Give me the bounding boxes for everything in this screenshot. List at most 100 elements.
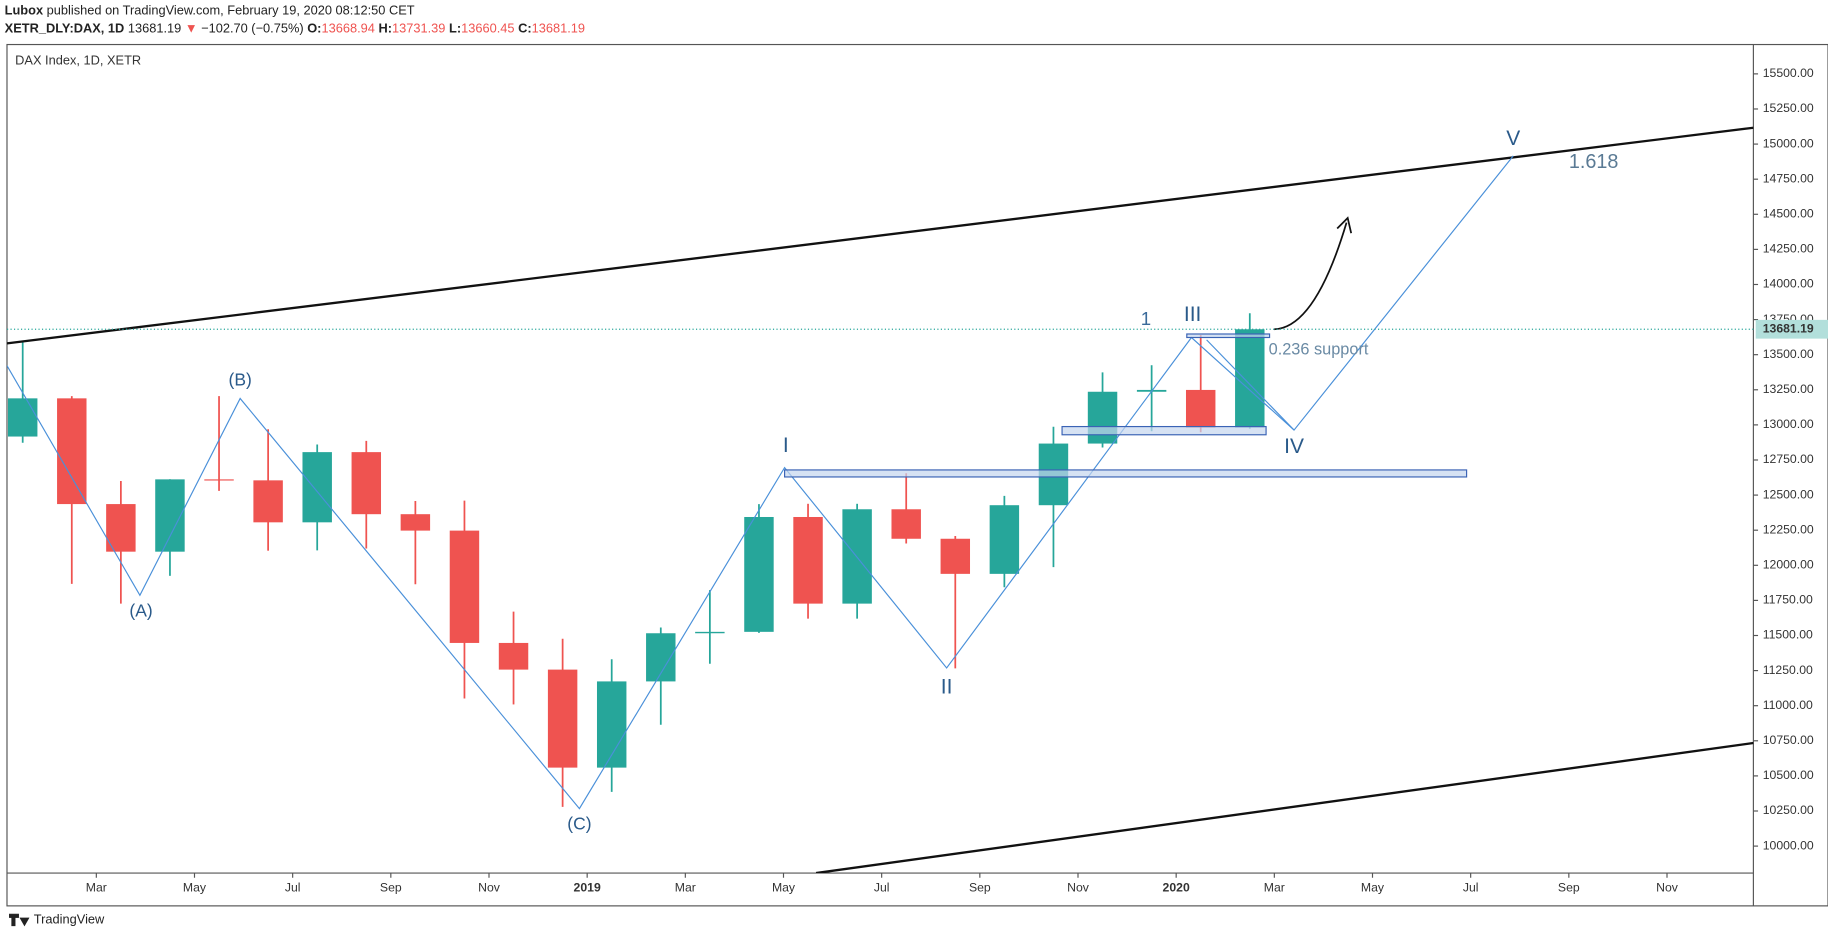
ohlc-label: L: bbox=[449, 21, 461, 36]
wave-label: IV bbox=[1284, 435, 1304, 458]
ohlc-value: 13660.45 bbox=[461, 21, 514, 36]
y-tick-label: 15250.00 bbox=[1763, 101, 1814, 115]
y-tick-label: 13000.00 bbox=[1763, 417, 1814, 431]
arrow-head bbox=[1336, 216, 1353, 234]
candle-body bbox=[596, 681, 627, 768]
wave-path bbox=[6, 155, 1514, 810]
label-one: 1 bbox=[1141, 308, 1151, 329]
x-tick-label: Nov bbox=[1656, 881, 1679, 895]
trendline bbox=[815, 741, 1754, 874]
y-tick-label: 15500.00 bbox=[1763, 66, 1814, 80]
candle-body bbox=[253, 480, 283, 523]
x-tick-label: Sep bbox=[380, 881, 402, 895]
y-tick-label: 12250.00 bbox=[1763, 522, 1814, 536]
trendline bbox=[6, 126, 1754, 345]
footer-text: TradingView bbox=[34, 911, 105, 926]
pane-title: DAX Index, 1D, XETR bbox=[15, 52, 141, 67]
candle-body bbox=[155, 479, 185, 552]
candle-body bbox=[449, 530, 480, 643]
support-label: 0.236 support bbox=[1269, 341, 1369, 359]
y-tick-label: 10250.00 bbox=[1763, 803, 1814, 817]
y-tick-label: 14500.00 bbox=[1763, 206, 1814, 220]
arrow: ▼ bbox=[185, 21, 198, 36]
candle-body bbox=[940, 538, 971, 574]
x-tick-label: Mar bbox=[1264, 881, 1285, 895]
x-tick-label: Nov bbox=[478, 881, 501, 895]
wave-label: (C) bbox=[567, 814, 591, 834]
x-tick-label: May bbox=[183, 881, 207, 895]
ohlc-label: H: bbox=[378, 21, 392, 36]
last-price-label: 13681.19 bbox=[1763, 321, 1814, 335]
y-tick-label: 11000.00 bbox=[1763, 698, 1813, 712]
y-tick-label: 14250.00 bbox=[1763, 242, 1814, 256]
ohlc-value: 13731.39 bbox=[392, 21, 445, 36]
candle-body bbox=[1235, 329, 1265, 428]
x-tick-label: 2020 bbox=[1163, 881, 1190, 895]
y-tick-label: 12750.00 bbox=[1763, 452, 1814, 466]
y-tick-label: 10000.00 bbox=[1763, 838, 1814, 852]
candle-body bbox=[1185, 389, 1216, 428]
drawings bbox=[6, 126, 1754, 874]
x-tick-label: May bbox=[1361, 881, 1385, 895]
x-tick-label: Sep bbox=[969, 881, 991, 895]
candles bbox=[7, 313, 1265, 807]
published: published on TradingView.com, February 1… bbox=[47, 3, 415, 18]
wave-label: (B) bbox=[229, 369, 252, 389]
zone bbox=[1186, 333, 1271, 339]
frame bbox=[6, 43, 1828, 907]
ohlc-label: O: bbox=[307, 21, 321, 36]
zone bbox=[784, 469, 1468, 478]
wave-label: V bbox=[1506, 127, 1520, 150]
zone bbox=[1061, 425, 1267, 436]
x-tick-label: May bbox=[772, 881, 796, 895]
y-tick-label: 14750.00 bbox=[1763, 171, 1814, 185]
candle-body bbox=[989, 505, 1020, 574]
header-line: Lubox published on TradingView.com, Febr… bbox=[5, 3, 415, 18]
candle-body bbox=[547, 669, 578, 768]
fib-label: 1.618 bbox=[1569, 151, 1619, 173]
last-price-tag bbox=[1755, 319, 1828, 339]
y-tick-label: 12500.00 bbox=[1763, 487, 1814, 501]
y-tick-label: 11250.00 bbox=[1763, 663, 1813, 677]
ohlc-label: C: bbox=[518, 21, 532, 36]
y-tick-label: 10750.00 bbox=[1763, 733, 1814, 747]
change: −102.70 (−0.75%) bbox=[201, 21, 304, 36]
y-tick-label: 14000.00 bbox=[1763, 277, 1814, 291]
wave-label: III bbox=[1184, 303, 1201, 326]
ohlc-value: 13668.94 bbox=[321, 21, 374, 36]
symbol: XETR_DLY:DAX, 1D bbox=[5, 21, 125, 36]
candle-body bbox=[106, 504, 136, 552]
last: 13681.19 bbox=[128, 21, 181, 36]
candle-body bbox=[744, 516, 774, 632]
x-tick-label: Jul bbox=[285, 881, 301, 895]
x-tick-label: Jul bbox=[1463, 881, 1479, 895]
logo bbox=[9, 913, 30, 927]
x-tick-label: Nov bbox=[1067, 881, 1090, 895]
symbol-line: XETR_DLY:DAX, 1D 13681.19 ▼ −102.70 (−0.… bbox=[5, 21, 585, 36]
footer: TradingView bbox=[9, 911, 105, 927]
x-tick-label: Sep bbox=[1558, 881, 1580, 895]
y-tick-label: 13250.00 bbox=[1763, 382, 1814, 396]
wave-label: I bbox=[783, 434, 789, 457]
candle-body bbox=[891, 509, 921, 539]
x-tick-label: Mar bbox=[675, 881, 696, 895]
candle-body bbox=[57, 398, 87, 505]
y-tick-label: 13500.00 bbox=[1763, 347, 1814, 361]
candle-body bbox=[695, 631, 725, 634]
author: Lubox bbox=[5, 3, 44, 18]
candle-body bbox=[498, 642, 529, 670]
x-tick-label: Jul bbox=[874, 881, 890, 895]
wave-path bbox=[1206, 339, 1295, 431]
y-tick-label: 10500.00 bbox=[1763, 768, 1814, 782]
x-tick-label: Mar bbox=[86, 881, 107, 895]
candle-body bbox=[400, 514, 431, 531]
candle-body bbox=[793, 516, 823, 604]
candle-body bbox=[351, 452, 382, 515]
candle-body bbox=[302, 452, 332, 523]
y-tick-label: 11500.00 bbox=[1763, 628, 1813, 642]
x-tick-label: 2019 bbox=[574, 881, 601, 895]
wave-label: II bbox=[941, 675, 953, 698]
y-tick-label: 15000.00 bbox=[1763, 136, 1814, 150]
